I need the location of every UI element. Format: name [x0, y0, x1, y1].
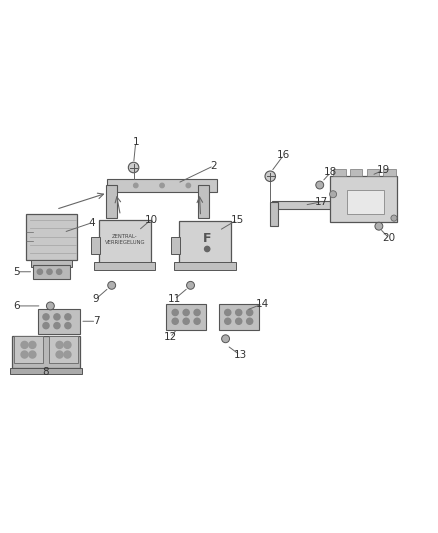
Bar: [31, 260, 72, 266]
Text: 9: 9: [92, 294, 99, 304]
Text: 6: 6: [13, 301, 20, 311]
Bar: [94, 262, 155, 270]
Text: 10: 10: [145, 215, 158, 224]
Circle shape: [128, 162, 139, 173]
Circle shape: [172, 310, 178, 316]
Bar: [383, 169, 396, 175]
Bar: [14, 336, 43, 364]
Text: 19: 19: [377, 165, 390, 175]
Text: 15: 15: [231, 215, 244, 224]
Bar: [33, 265, 70, 279]
Circle shape: [64, 351, 71, 358]
Text: 13: 13: [233, 350, 247, 360]
Text: ZENTRAL-
VERRIEGELUNG: ZENTRAL- VERRIEGELUNG: [105, 234, 145, 245]
Circle shape: [64, 342, 71, 349]
Text: 11: 11: [168, 294, 181, 304]
Circle shape: [375, 222, 383, 230]
Text: 12: 12: [163, 333, 177, 343]
Text: 2: 2: [210, 161, 217, 171]
Bar: [166, 304, 206, 329]
Circle shape: [65, 314, 71, 320]
Text: 17: 17: [315, 197, 328, 207]
Text: 16: 16: [277, 150, 290, 160]
Circle shape: [183, 310, 189, 316]
Bar: [12, 336, 80, 368]
Bar: [49, 336, 78, 364]
Bar: [171, 237, 180, 254]
Circle shape: [265, 171, 276, 182]
Circle shape: [225, 310, 231, 316]
Circle shape: [56, 342, 63, 349]
Text: 14: 14: [256, 298, 269, 309]
Bar: [179, 221, 231, 264]
Bar: [219, 304, 259, 329]
Text: 7: 7: [93, 316, 100, 326]
Bar: [174, 262, 236, 270]
Bar: [91, 237, 100, 254]
Bar: [198, 185, 209, 218]
Text: F: F: [203, 231, 212, 245]
Circle shape: [57, 269, 62, 274]
Circle shape: [187, 281, 194, 289]
Circle shape: [54, 314, 60, 320]
Circle shape: [47, 269, 52, 274]
Circle shape: [21, 351, 28, 358]
Text: 5: 5: [13, 266, 20, 277]
Circle shape: [236, 310, 242, 316]
Circle shape: [236, 318, 242, 324]
Bar: [39, 309, 80, 334]
Bar: [329, 175, 398, 222]
Circle shape: [65, 322, 71, 329]
Circle shape: [316, 181, 324, 189]
Circle shape: [43, 322, 49, 329]
Circle shape: [194, 310, 200, 316]
Circle shape: [194, 318, 200, 324]
Text: 18: 18: [324, 167, 337, 177]
Bar: [107, 179, 217, 191]
Text: 20: 20: [382, 233, 396, 243]
Bar: [99, 220, 151, 263]
Bar: [10, 368, 82, 374]
Circle shape: [54, 322, 60, 329]
Text: 8: 8: [42, 367, 49, 377]
Circle shape: [134, 183, 138, 188]
Circle shape: [205, 246, 210, 252]
Circle shape: [37, 269, 42, 274]
Circle shape: [46, 302, 54, 310]
Circle shape: [247, 318, 253, 324]
Circle shape: [43, 314, 49, 320]
Bar: [272, 201, 337, 209]
Circle shape: [247, 310, 253, 316]
Text: 1: 1: [132, 136, 139, 147]
Circle shape: [56, 351, 63, 358]
Circle shape: [160, 183, 164, 188]
Circle shape: [29, 342, 36, 349]
Bar: [26, 214, 77, 260]
Circle shape: [108, 281, 116, 289]
Text: 4: 4: [88, 217, 95, 228]
Circle shape: [225, 318, 231, 324]
Circle shape: [329, 191, 336, 198]
Bar: [333, 169, 346, 175]
Circle shape: [391, 215, 397, 221]
Bar: [270, 202, 278, 226]
Bar: [347, 190, 384, 214]
Bar: [367, 169, 379, 175]
Circle shape: [172, 318, 178, 324]
Circle shape: [21, 342, 28, 349]
Bar: [106, 185, 117, 218]
Bar: [350, 169, 362, 175]
Circle shape: [186, 183, 191, 188]
Circle shape: [29, 351, 36, 358]
Circle shape: [183, 318, 189, 324]
Circle shape: [222, 335, 230, 343]
